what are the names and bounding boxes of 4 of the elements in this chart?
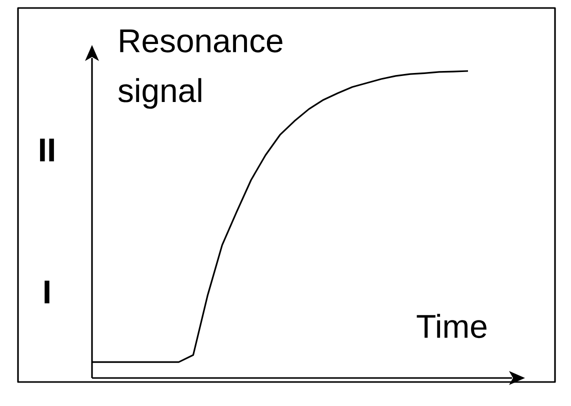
y-axis-title: Resonance signal <box>118 30 282 109</box>
text: II <box>40 138 54 162</box>
x-axis-title: Time <box>416 314 486 338</box>
text: I <box>44 280 50 304</box>
